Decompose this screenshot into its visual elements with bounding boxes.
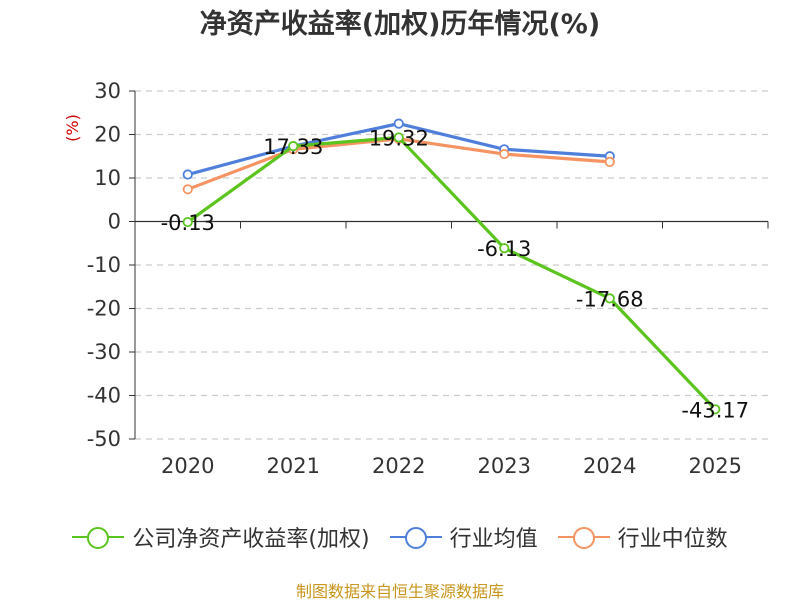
data-point (393, 118, 404, 129)
data-point (393, 132, 404, 143)
legend-label: 公司净资产收益率(加权) (132, 527, 370, 552)
x-tick-label: 2023 (478, 454, 531, 478)
data-label: -43.17 (681, 398, 749, 422)
data-point (499, 243, 510, 254)
y-tick-label: 30 (94, 79, 121, 103)
y-tick-label: -50 (87, 427, 121, 451)
x-tick-label: 2021 (267, 454, 320, 478)
data-label: 17.33 (263, 135, 323, 159)
y-tick-label: 10 (94, 166, 121, 190)
source-note: 制图数据来自恒生聚源数据库 (295, 582, 504, 601)
legend-swatch (72, 525, 125, 549)
legend-label: 行业中位数 (617, 527, 728, 552)
data-point (288, 141, 299, 152)
data-point (182, 216, 193, 228)
x-tick-label: 2025 (689, 454, 742, 478)
y-tick-label: -10 (87, 253, 121, 277)
data-point (604, 156, 615, 168)
data-point (604, 293, 615, 304)
y-tick-label: 0 (108, 210, 121, 234)
data-label: 19.32 (369, 126, 429, 150)
data-point (710, 404, 721, 415)
y-tick-label: -30 (87, 340, 121, 364)
legend-swatch (557, 525, 610, 549)
data-point (182, 169, 193, 180)
legend-item[interactable]: 行业均值 (389, 521, 538, 553)
x-tick-label: 2022 (372, 454, 425, 478)
series-line (186, 135, 717, 411)
y-tick-label: -40 (87, 384, 121, 408)
y-tick-label: 20 (94, 123, 121, 147)
legend-item[interactable]: 公司净资产收益率(加权) (72, 521, 370, 553)
data-label: -0.13 (161, 211, 215, 235)
data-label: -6.13 (477, 237, 531, 261)
chart-title: 净资产收益率(加权)历年情况(%) (199, 9, 601, 40)
legend-item[interactable]: 行业中位数 (557, 521, 728, 553)
legend-label: 行业均值 (449, 527, 538, 552)
data-label: -17.68 (576, 287, 644, 311)
data-point (499, 148, 510, 160)
legend-swatch (389, 525, 442, 549)
y-tick-label: -20 (87, 297, 121, 321)
legend: 公司净资产收益率(加权) 行业均值 行业中位数 (0, 519, 800, 555)
x-tick-label: 2020 (161, 454, 214, 478)
y-axis-label: (%) (63, 114, 82, 142)
data-point (182, 184, 193, 195)
x-tick-label: 2024 (583, 454, 636, 478)
